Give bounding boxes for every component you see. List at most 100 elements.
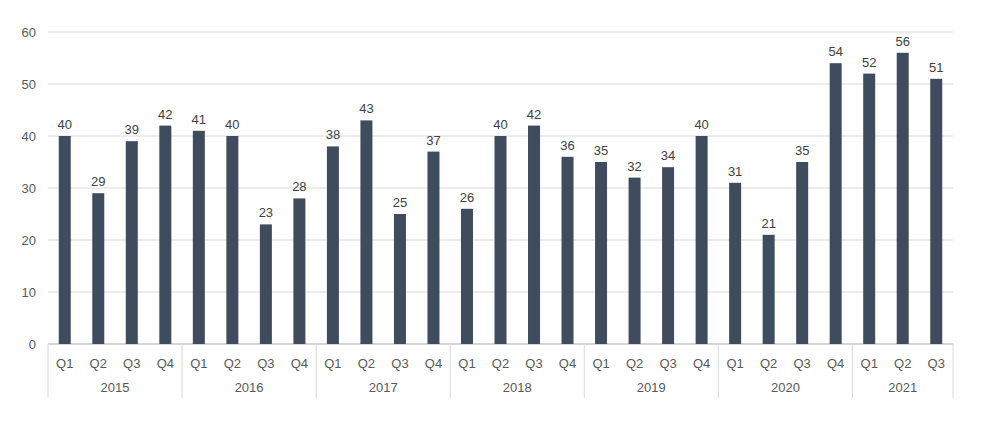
bar — [193, 131, 205, 344]
x-tick-label: Q4 — [827, 356, 844, 371]
data-label: 40 — [493, 117, 507, 132]
y-tick-label: 40 — [22, 129, 36, 144]
x-tick-label: Q1 — [726, 356, 743, 371]
group-separator — [182, 344, 183, 398]
bar — [260, 224, 272, 344]
data-label: 34 — [661, 148, 675, 163]
x-tick-label: Q2 — [358, 356, 375, 371]
y-tick-label: 0 — [29, 337, 36, 352]
data-label: 35 — [795, 143, 809, 158]
bar — [863, 74, 875, 344]
bar — [495, 136, 507, 344]
group-separator — [584, 344, 585, 398]
bar — [126, 141, 138, 344]
bar — [930, 79, 942, 344]
group-separator — [450, 344, 451, 398]
data-label: 28 — [292, 179, 306, 194]
bar — [763, 235, 775, 344]
x-tick-label: Q3 — [793, 356, 810, 371]
x-tick-label: Q2 — [90, 356, 107, 371]
y-tick-label: 30 — [22, 181, 36, 196]
chart: 0102030405060402939424140232838432537264… — [0, 0, 987, 432]
data-label: 40 — [58, 117, 72, 132]
bar — [897, 53, 909, 344]
bar — [830, 63, 842, 344]
group-label: 2015 — [101, 380, 130, 395]
x-tick-label: Q1 — [861, 356, 878, 371]
bar — [595, 162, 607, 344]
data-label: 54 — [828, 44, 842, 59]
data-label: 43 — [359, 101, 373, 116]
group-separator — [316, 344, 317, 398]
x-tick-label: Q1 — [458, 356, 475, 371]
x-tick-label: Q1 — [56, 356, 73, 371]
x-tick-label: Q4 — [157, 356, 174, 371]
data-label: 40 — [694, 117, 708, 132]
group-label: 2020 — [771, 380, 800, 395]
group-separator — [953, 344, 954, 398]
y-tick-label: 50 — [22, 77, 36, 92]
data-label: 51 — [929, 60, 943, 75]
data-label: 42 — [527, 107, 541, 122]
bar — [662, 167, 674, 344]
grid — [48, 32, 953, 344]
data-label: 36 — [560, 138, 574, 153]
data-label: 26 — [460, 190, 474, 205]
bar — [528, 126, 540, 344]
bar — [629, 178, 641, 344]
bar — [461, 209, 473, 344]
data-label: 31 — [728, 164, 742, 179]
grid-line — [48, 32, 953, 33]
x-tick-label: Q3 — [123, 356, 140, 371]
data-label: 23 — [259, 205, 273, 220]
x-tick-label: Q3 — [391, 356, 408, 371]
group-label: 2021 — [888, 380, 917, 395]
x-tick-label: Q4 — [291, 356, 308, 371]
group-label: 2016 — [235, 380, 264, 395]
data-label: 21 — [761, 216, 775, 231]
bar — [729, 183, 741, 344]
bar — [427, 152, 439, 344]
x-tick-label: Q2 — [626, 356, 643, 371]
data-label: 29 — [91, 174, 105, 189]
x-tick-label: Q1 — [592, 356, 609, 371]
x-tick-label: Q2 — [760, 356, 777, 371]
x-tick-label: Q4 — [693, 356, 710, 371]
group-separator — [718, 344, 719, 398]
x-tick-label: Q4 — [425, 356, 442, 371]
bar — [226, 136, 238, 344]
group-label: 2019 — [637, 380, 666, 395]
bar — [696, 136, 708, 344]
x-tick-label: Q3 — [928, 356, 945, 371]
y-tick-label: 20 — [22, 233, 36, 248]
data-label: 39 — [125, 122, 139, 137]
grid-line — [48, 84, 953, 85]
group-label: 2017 — [369, 380, 398, 395]
data-label: 37 — [426, 133, 440, 148]
data-label: 56 — [895, 34, 909, 49]
x-tick-label: Q2 — [492, 356, 509, 371]
data-label: 42 — [158, 107, 172, 122]
x-tick-label: Q2 — [894, 356, 911, 371]
group-label: 2018 — [503, 380, 532, 395]
data-label: 35 — [594, 143, 608, 158]
bars — [59, 53, 942, 344]
bar — [360, 120, 372, 344]
y-tick-label: 60 — [22, 25, 36, 40]
x-tick-label: Q3 — [525, 356, 542, 371]
data-label: 52 — [862, 55, 876, 70]
x-tick-label: Q4 — [559, 356, 576, 371]
x-tick-label: Q1 — [190, 356, 207, 371]
group-separator — [48, 344, 49, 398]
bar — [159, 126, 171, 344]
bar — [562, 157, 574, 344]
bar — [394, 214, 406, 344]
y-tick-label: 10 — [22, 285, 36, 300]
group-separator — [852, 344, 853, 398]
data-label: 41 — [192, 112, 206, 127]
data-label: 32 — [627, 159, 641, 174]
bar — [293, 198, 305, 344]
x-tick-label: Q3 — [659, 356, 676, 371]
data-label: 40 — [225, 117, 239, 132]
bar — [92, 193, 104, 344]
